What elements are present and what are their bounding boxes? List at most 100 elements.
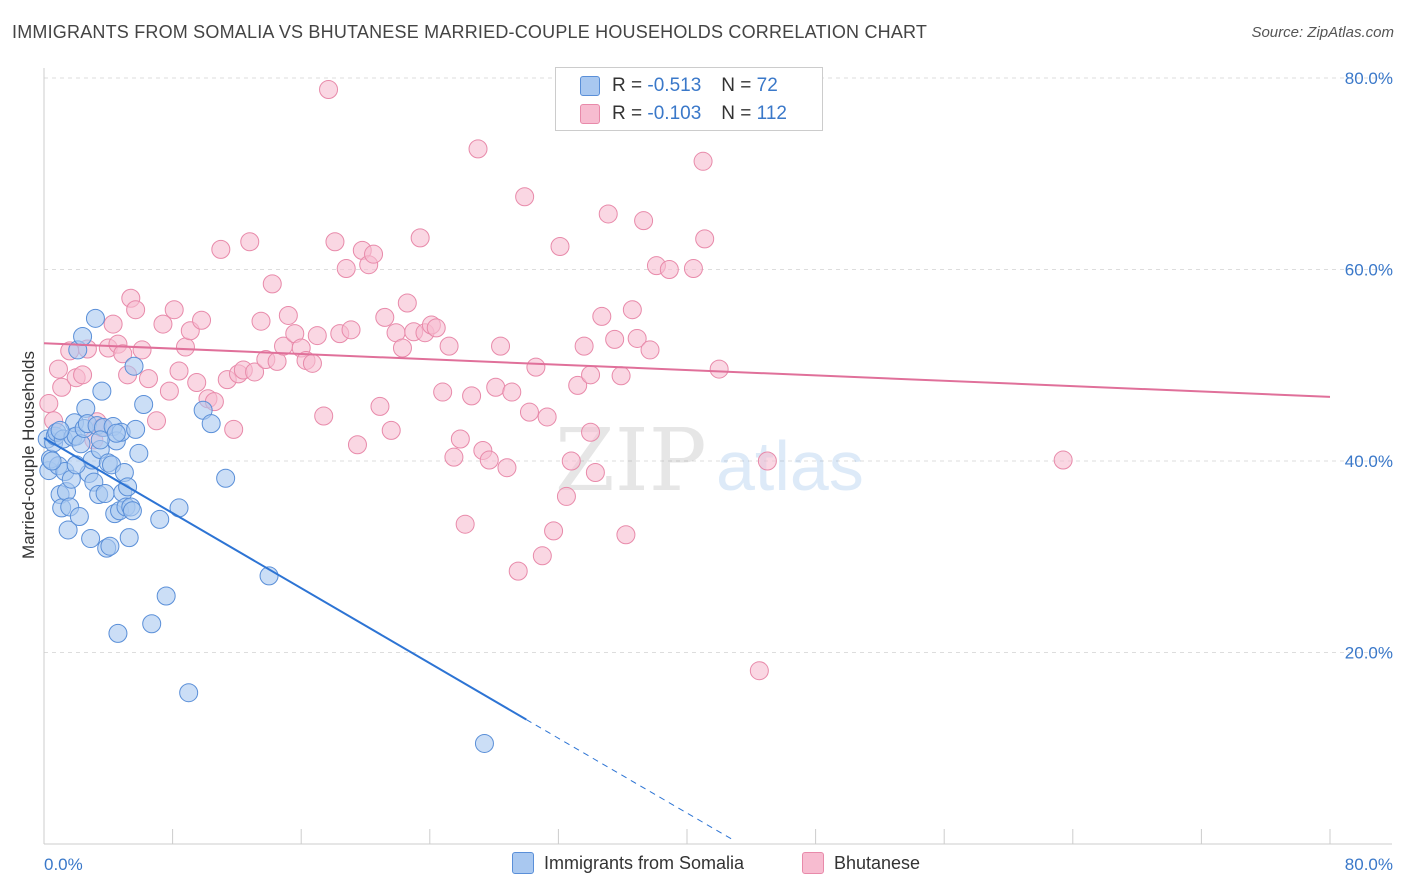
somalia-point xyxy=(106,423,126,443)
series-swatch-bhutanese xyxy=(802,852,824,874)
series-legend-bhutanese[interactable]: Bhutanese xyxy=(802,852,920,874)
somalia-point xyxy=(73,327,93,347)
bhutanese-point xyxy=(486,377,506,397)
series-swatch-somalia xyxy=(512,852,534,874)
legend-n-value: 112 xyxy=(756,103,787,124)
somalia-point xyxy=(122,501,142,521)
somalia-point xyxy=(95,484,115,504)
somalia-point xyxy=(216,468,236,488)
bhutanese-point xyxy=(325,232,345,252)
bhutanese-point xyxy=(537,407,557,427)
bhutanese-point xyxy=(192,310,212,330)
somalia-point xyxy=(58,520,78,540)
somalia-point xyxy=(119,528,139,548)
y-tick-label: 80.0% xyxy=(1345,69,1393,88)
somalia-point xyxy=(50,420,70,440)
bhutanese-point xyxy=(568,375,588,395)
bhutanese-point xyxy=(581,365,601,385)
bhutanese-point xyxy=(319,79,339,99)
chart-title: IMMIGRANTS FROM SOMALIA VS BHUTANESE MAR… xyxy=(12,22,928,42)
bhutanese-point xyxy=(450,429,470,449)
bhutanese-point xyxy=(695,229,715,249)
bhutanese-points xyxy=(39,79,1073,681)
somalia-point xyxy=(474,733,494,753)
bhutanese-point xyxy=(153,314,173,334)
bhutanese-point xyxy=(544,521,564,541)
y-tick-label: 40.0% xyxy=(1345,452,1393,471)
somalia-point xyxy=(142,614,162,634)
series-legend-somalia[interactable]: Immigrants from Somalia xyxy=(512,852,744,874)
somalia-point xyxy=(100,536,120,556)
y-tick-label: 60.0% xyxy=(1345,261,1393,280)
somalia-trend-line xyxy=(43,437,527,721)
somalia-point xyxy=(126,419,146,439)
bhutanese-point xyxy=(611,366,631,386)
bhutanese-point xyxy=(497,458,517,478)
bhutanese-point xyxy=(397,293,417,313)
somalia-point xyxy=(71,434,91,454)
bhutanese-point xyxy=(709,359,729,379)
tick-labels: 20.0% 40.0% 60.0% 80.0% 0.0% 80.0% xyxy=(44,69,1393,874)
legend-n-value: 72 xyxy=(756,75,778,96)
bhutanese-point xyxy=(439,336,459,356)
bhutanese-point xyxy=(508,561,528,581)
bhutanese-point xyxy=(574,336,594,356)
somalia-point xyxy=(134,395,154,415)
bhutanese-point xyxy=(375,307,395,327)
somalia-point xyxy=(179,683,199,703)
bhutanese-point xyxy=(103,314,123,334)
stats-legend: R = -0.513 N = 72 R = -0.103 N = 112 xyxy=(555,67,823,131)
bhutanese-point xyxy=(616,525,636,545)
watermark: ZIP atlas xyxy=(555,411,864,511)
bhutanese-point xyxy=(627,328,647,348)
bhutanese-point xyxy=(126,300,146,320)
source-credit: Source: ZipAtlas.com xyxy=(1251,24,1394,41)
bhutanese-point xyxy=(336,259,356,279)
bhutanese-point xyxy=(314,406,334,426)
bhutanese-point xyxy=(581,422,601,442)
bhutanese-point xyxy=(132,340,152,360)
legend-r-label: R = xyxy=(612,75,643,96)
bhutanese-point xyxy=(515,187,535,207)
somalia-point xyxy=(90,430,110,450)
series-label-somalia: Immigrants from Somalia xyxy=(544,852,745,873)
trend-lines xyxy=(43,342,1331,842)
bhutanese-point xyxy=(169,361,189,381)
x-tick-label: 0.0% xyxy=(44,855,83,874)
bhutanese-point xyxy=(251,311,271,331)
legend-r-label: R = xyxy=(612,103,643,124)
bhutanese-point xyxy=(245,362,265,382)
bhutanese-point xyxy=(302,353,322,373)
somalia-point xyxy=(85,308,105,328)
bhutanese-point xyxy=(605,329,625,349)
bhutanese-point xyxy=(164,300,184,320)
legend-row-bhutanese: R = -0.103 N = 112 xyxy=(580,101,787,127)
y-tick-label: 20.0% xyxy=(1345,644,1393,663)
bhutanese-point xyxy=(224,419,244,439)
bhutanese-point xyxy=(556,486,576,506)
bhutanese-point xyxy=(211,239,231,259)
bhutanese-point xyxy=(622,300,642,320)
bhutanese-trend-line xyxy=(43,342,1331,398)
somalia-points xyxy=(37,308,494,753)
bhutanese-point xyxy=(561,451,581,471)
bhutanese-point xyxy=(532,546,552,566)
somalia-point xyxy=(201,414,221,434)
series-legend: Immigrants from Somalia Bhutanese xyxy=(0,852,1406,878)
somalia-point xyxy=(156,586,176,606)
legend-n-label: N = xyxy=(721,75,752,96)
bhutanese-point xyxy=(634,211,654,231)
bhutanese-point xyxy=(410,228,430,248)
bhutanese-point xyxy=(307,326,327,346)
bhutanese-point xyxy=(462,386,482,406)
bhutanese-point xyxy=(433,382,453,402)
bhutanese-point xyxy=(585,462,605,482)
y-axis-title: Married-couple Households xyxy=(19,351,38,559)
bhutanese-point xyxy=(187,372,207,392)
bhutanese-point xyxy=(479,450,499,470)
bhutanese-point xyxy=(592,306,612,326)
bhutanese-point xyxy=(147,411,167,431)
series-label-bhutanese: Bhutanese xyxy=(834,852,921,873)
bhutanese-point xyxy=(347,435,367,455)
bhutanese-point xyxy=(48,359,68,379)
